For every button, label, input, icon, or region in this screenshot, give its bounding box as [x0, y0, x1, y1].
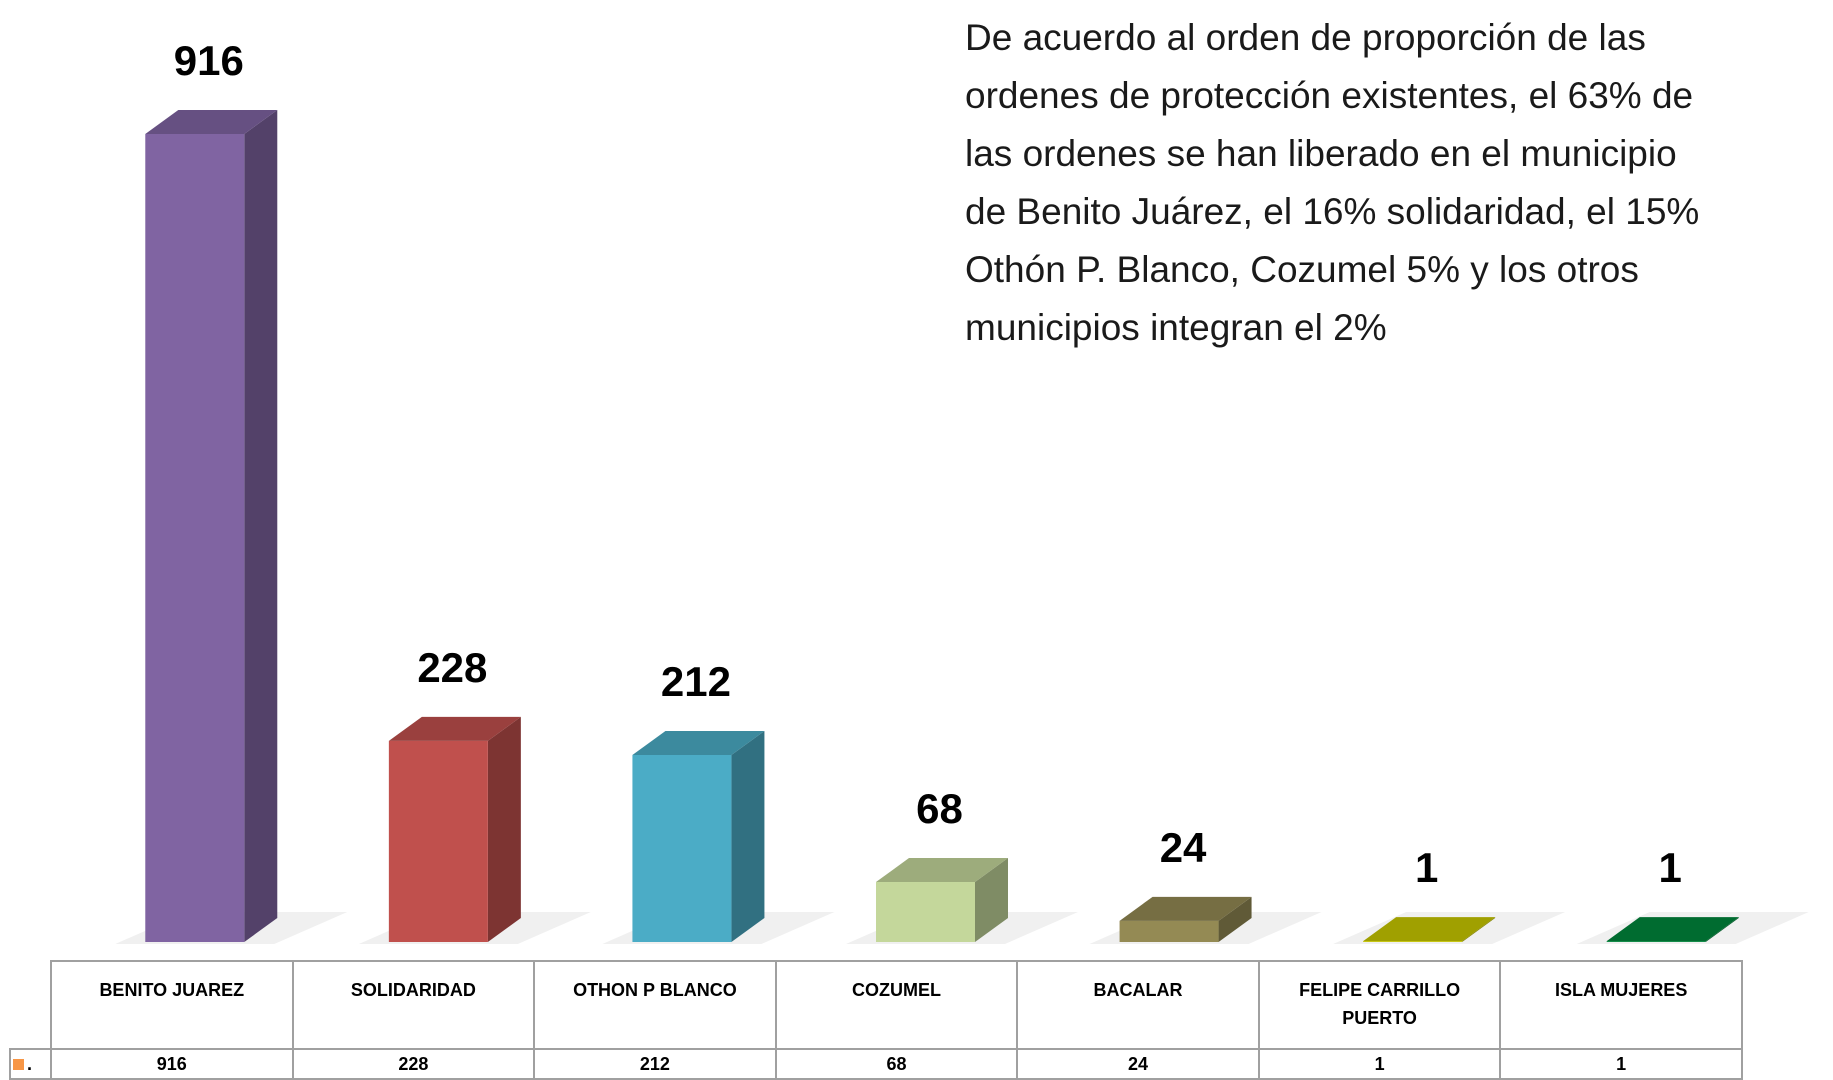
table-value: 24: [1016, 1048, 1260, 1080]
bar: [1606, 941, 1706, 942]
annotation: las ordenes se han liberado en el munici…: [965, 133, 1677, 174]
bar-top: [388, 716, 521, 741]
bar-top: [876, 858, 1008, 883]
annotation: de Benito Juárez, el 16% solidaridad, el…: [965, 191, 1699, 232]
header-row: BENITO JUAREZ SOLIDARIDAD OTHON P BLANCO CO…: [10, 960, 1743, 1050]
annotation: De acuerdo al orden de proporción de las: [965, 17, 1646, 58]
bar-side: [487, 716, 521, 942]
table-value: 68: [774, 1048, 1019, 1080]
bar: [388, 740, 488, 942]
bar-side: [731, 730, 765, 942]
bar-side: [1705, 917, 1739, 942]
data-label: 916: [174, 37, 244, 84]
data-label: 24: [1160, 824, 1207, 871]
bar-side: [244, 110, 278, 942]
category-label: BENITO JUAREZ: [50, 960, 294, 1050]
bar-side: [1462, 917, 1496, 942]
bar: [1119, 920, 1219, 942]
bar-side: [975, 858, 1008, 942]
annotation: Othón P. Blanco, Cozumel 5% y los otros: [965, 249, 1639, 290]
bar-top: [1119, 896, 1252, 921]
annotation: municipios integran el 2%: [965, 307, 1387, 348]
bar-top: [1363, 917, 1496, 942]
legend-key: [13, 1059, 24, 1070]
data-table: BENITO JUAREZ SOLIDARIDAD OTHON P BLANCO CO…: [9, 960, 1743, 1080]
category-label: ISLA MUJERES: [1499, 960, 1743, 1050]
annotation: ordenes de protección existentes, el 63%…: [965, 75, 1693, 116]
bar-top: [632, 730, 765, 755]
bar-side: [1218, 896, 1252, 942]
category-label: FELIPE CARRILLO PUERTO: [1257, 960, 1502, 1050]
table-value: 212: [533, 1048, 777, 1080]
bar: [876, 882, 975, 942]
category-label: OTHON P BLANCO: [533, 960, 777, 1050]
legend-cell: .: [9, 1048, 52, 1080]
corner: [10, 961, 51, 1049]
value-row: . 916 228 212 68 24 1 1: [9, 1048, 1743, 1080]
data-label: 212: [661, 658, 731, 705]
data-label: 228: [417, 644, 487, 691]
category-label: SOLIDARIDAD: [291, 960, 536, 1050]
table-value: 228: [291, 1048, 536, 1080]
bar: [632, 754, 732, 942]
bar-top: [1606, 917, 1739, 942]
category-label: COZUMEL: [774, 960, 1019, 1050]
table-value: 1: [1257, 1048, 1502, 1080]
bar: [1363, 941, 1463, 942]
table-value: 916: [50, 1048, 294, 1080]
table-value: 1: [1499, 1048, 1743, 1080]
bar-top: [145, 110, 278, 134]
data-label: 1: [1659, 844, 1682, 891]
data-label: 68: [916, 785, 963, 832]
category-label: BACALAR: [1016, 960, 1260, 1050]
bar: [145, 134, 245, 942]
data-label: 1: [1415, 844, 1438, 891]
series-name: .: [27, 1054, 33, 1074]
